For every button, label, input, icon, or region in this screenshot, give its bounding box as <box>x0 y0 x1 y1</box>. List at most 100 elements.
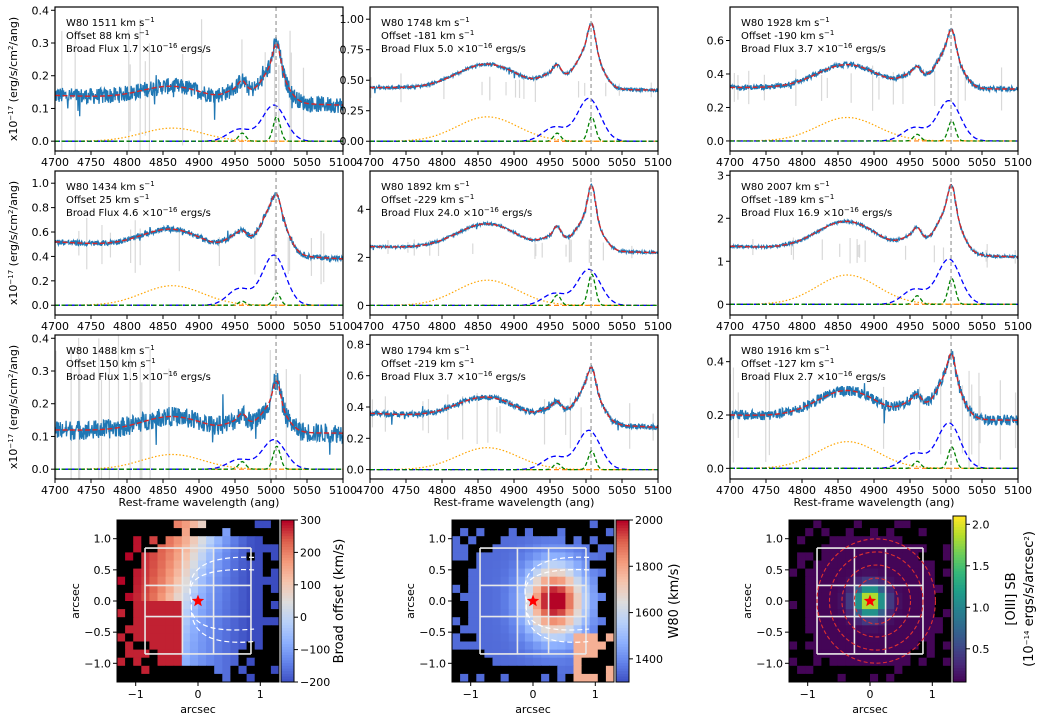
map-pixel <box>173 657 183 667</box>
colorbar-segment <box>616 549 629 553</box>
map-pixel <box>262 552 272 561</box>
map-pixel <box>173 665 183 675</box>
map-pixel <box>821 592 830 602</box>
colorbar-tick-label: −100 <box>300 644 330 657</box>
map-pixel <box>853 584 863 594</box>
map-pixel <box>942 641 952 651</box>
map-pixel <box>214 552 223 561</box>
y-tick-label: 0.8 <box>32 202 50 215</box>
map-pixel <box>845 625 855 634</box>
plot-area <box>370 7 658 151</box>
colorbar-segment <box>953 607 966 611</box>
map-pixel <box>533 576 542 586</box>
colorbar-segment <box>616 636 629 640</box>
x-tick-label: 4700 <box>716 484 744 497</box>
colorbar-segment <box>616 541 629 545</box>
map-pixel <box>597 673 607 683</box>
colorbar-segment <box>953 640 966 644</box>
map-pixel <box>934 568 944 578</box>
map-pixel <box>557 536 566 545</box>
map-pixel <box>189 560 199 570</box>
x-tick-label: 5000 <box>572 156 600 169</box>
colorbar-segment <box>281 525 294 529</box>
map-pixel <box>557 584 566 594</box>
map-pixel <box>254 592 264 602</box>
w80-annotation: W80 1916 km s−1 <box>741 344 830 357</box>
colorbar-segment <box>281 576 294 580</box>
map-pixel <box>942 649 952 659</box>
map-pixel <box>837 584 847 594</box>
label-part: W80 1511 km s <box>66 18 144 29</box>
map-pixel <box>821 609 830 618</box>
map-pixel <box>797 584 806 594</box>
w80-annotation: W80 1892 km s−1 <box>381 180 470 193</box>
colorbar-label-units: (10−14 ergs/s/arcsec2) <box>1022 531 1037 667</box>
map-pixel <box>894 641 903 651</box>
x-tick-label: 4850 <box>824 320 852 333</box>
map-pixel <box>214 536 223 545</box>
map-pixel <box>198 657 207 667</box>
map-pixel <box>557 617 566 626</box>
map-pixel <box>549 568 558 578</box>
colorbar-segment <box>616 619 629 624</box>
narrow-component-line <box>55 445 343 470</box>
x-tick-label: 4800 <box>788 156 816 169</box>
map-pixel <box>926 617 936 626</box>
map-pixel <box>829 609 839 618</box>
map-pixel <box>910 601 920 610</box>
map-pixel <box>476 657 485 667</box>
map-pixel <box>492 576 502 586</box>
label-part: Offset -229 km s <box>381 195 464 206</box>
map-pixel <box>508 568 518 578</box>
superscript: 2 <box>7 210 15 214</box>
map-pixel <box>189 609 199 618</box>
label-part: W80 1488 km s <box>66 346 144 357</box>
map-pixel <box>516 536 526 545</box>
map-x-tick-label: 0 <box>530 688 537 701</box>
map-pixel <box>837 633 847 642</box>
map-pixel <box>910 609 920 618</box>
x-tick-label: 5100 <box>329 320 357 333</box>
colorbar-segment <box>281 584 294 588</box>
map-pixel <box>198 592 207 602</box>
map-pixel <box>508 625 518 634</box>
map-pixel <box>508 552 518 561</box>
w80-annotation: W80 2007 km s−1 <box>741 180 830 193</box>
broad-flux-annotation: Broad Flux 5.0 ×10−16 ergs/s <box>381 42 526 55</box>
map-pixel <box>262 633 272 642</box>
map-pixel <box>797 673 806 683</box>
map-pixel <box>254 560 264 570</box>
map-pixel <box>886 576 895 586</box>
label-part: ergs/s <box>492 44 525 55</box>
map-pixel <box>508 584 518 594</box>
map-pixel <box>468 520 477 529</box>
map-pixel <box>222 528 231 537</box>
map-pixel <box>189 576 199 586</box>
map-pixel <box>597 601 607 610</box>
map-pixel <box>837 609 847 618</box>
map-pixel <box>533 657 542 667</box>
map-pixel <box>133 544 142 553</box>
colorbar-segment <box>953 651 966 655</box>
map-pixel <box>557 568 566 578</box>
map-pixel <box>837 657 847 667</box>
map-pixel <box>149 520 158 529</box>
contour-line <box>189 556 255 643</box>
map-pixel <box>557 520 566 529</box>
colorbar-segment <box>616 660 629 664</box>
map-pixel <box>878 633 887 642</box>
x-tick-label: 4800 <box>788 320 816 333</box>
map-pixel <box>254 552 264 561</box>
map-pixel <box>829 568 839 578</box>
colorbar-segment <box>616 582 629 586</box>
map-pixel <box>565 576 574 586</box>
map-pixel <box>894 592 903 602</box>
map-pixel <box>157 568 167 578</box>
map-pixel <box>157 601 167 610</box>
colorbar-segment <box>616 606 629 610</box>
colorbar-segment <box>953 529 966 534</box>
x-tick-label: 4850 <box>149 484 177 497</box>
map-pixel <box>549 633 558 642</box>
map-pixel <box>902 673 911 683</box>
map-pixel <box>165 633 175 642</box>
